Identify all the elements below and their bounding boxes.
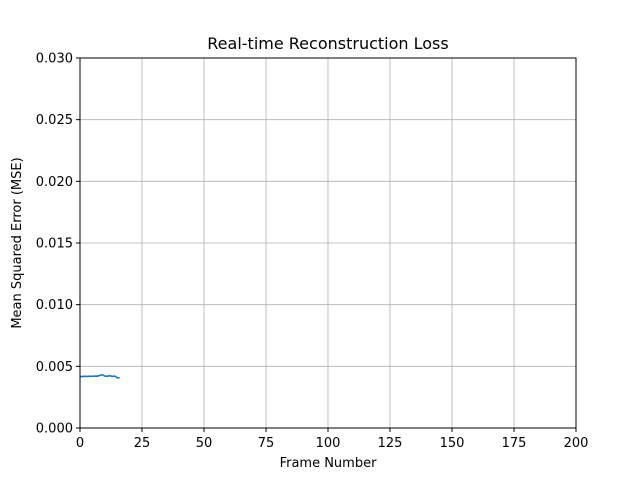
x-tick-label: 175 [502,436,527,451]
x-tick-label: 50 [196,436,213,451]
series-layer [79,373,120,379]
y-tick-label: 0.005 [36,360,73,375]
series-line-0 [79,373,120,379]
x-tick-label: 100 [316,436,341,451]
x-tick-label: 125 [378,436,403,451]
x-tick-label: 0 [76,436,84,451]
ticks [76,57,577,432]
x-tick-label: 150 [440,436,465,451]
x-tick-label: 75 [258,436,275,451]
x-tick-label: 25 [134,436,151,451]
y-tick-label: 0.025 [36,113,73,128]
y-tick-label: 0.015 [36,237,73,252]
y-tick-label: 0.000 [36,422,73,437]
y-tick-label: 0.030 [36,52,73,67]
chart-title: Real-time Reconstruction Loss [207,34,448,53]
x-tick-label: 200 [564,436,589,451]
grid [79,57,577,429]
y-tick-label: 0.010 [36,298,73,313]
x-tick-labels: 0 25 50 75 100 125 150 175 200 [76,436,589,451]
x-axis-label: Frame Number [280,456,378,471]
y-axis-label: Mean Squared Error (MSE) [10,157,25,328]
y-tick-label: 0.020 [36,175,73,190]
y-tick-labels: 0.000 0.005 0.010 0.015 0.020 0.025 0.030 [36,52,73,437]
